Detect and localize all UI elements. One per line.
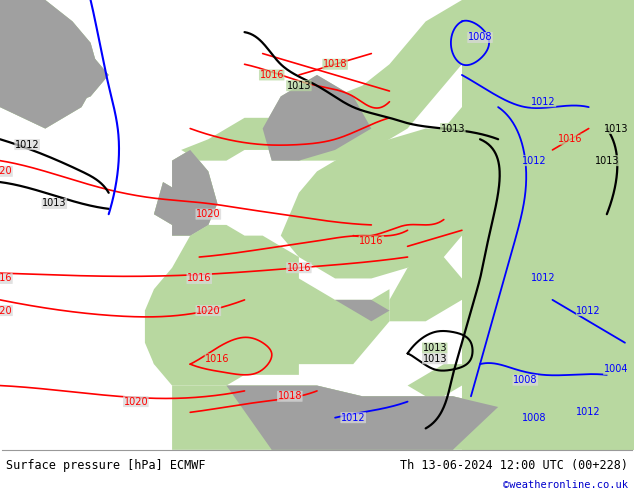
Text: Th 13-06-2024 12:00 UTC (00+228): Th 13-06-2024 12:00 UTC (00+228) <box>399 460 628 472</box>
Polygon shape <box>226 386 498 450</box>
Polygon shape <box>281 128 480 278</box>
Text: 1018: 1018 <box>323 59 347 69</box>
Polygon shape <box>181 0 480 161</box>
Text: Surface pressure [hPa] ECMWF: Surface pressure [hPa] ECMWF <box>6 460 206 472</box>
Polygon shape <box>262 75 372 161</box>
Text: 1016: 1016 <box>187 273 212 283</box>
Text: 1013: 1013 <box>287 81 311 91</box>
Polygon shape <box>462 0 634 214</box>
Text: 1016: 1016 <box>559 134 583 144</box>
Text: ©weatheronline.co.uk: ©weatheronline.co.uk <box>503 480 628 490</box>
Polygon shape <box>335 300 389 321</box>
Polygon shape <box>154 182 181 225</box>
Text: 1013: 1013 <box>595 156 619 166</box>
Text: 1012: 1012 <box>531 97 556 107</box>
Text: 1013: 1013 <box>422 343 447 353</box>
Polygon shape <box>262 75 372 161</box>
Polygon shape <box>0 0 100 128</box>
Polygon shape <box>425 97 498 172</box>
Polygon shape <box>281 300 389 343</box>
Polygon shape <box>335 300 389 321</box>
Text: 1016: 1016 <box>0 273 12 283</box>
Text: 1013: 1013 <box>422 354 447 364</box>
Polygon shape <box>172 150 217 236</box>
Polygon shape <box>172 150 217 236</box>
Polygon shape <box>154 182 181 225</box>
Polygon shape <box>462 214 634 450</box>
Text: 1020: 1020 <box>0 306 12 316</box>
Text: 1012: 1012 <box>15 140 39 149</box>
Text: 1004: 1004 <box>604 365 628 374</box>
Text: 1013: 1013 <box>604 123 628 133</box>
Polygon shape <box>9 53 108 107</box>
Polygon shape <box>145 225 389 375</box>
Polygon shape <box>172 386 634 450</box>
Text: 1018: 1018 <box>278 392 302 401</box>
Polygon shape <box>389 257 480 321</box>
Text: 1013: 1013 <box>441 123 465 133</box>
Polygon shape <box>172 150 217 236</box>
Text: 1008: 1008 <box>522 413 547 423</box>
Text: 1012: 1012 <box>522 156 547 166</box>
Polygon shape <box>9 53 108 107</box>
Polygon shape <box>145 300 262 386</box>
Polygon shape <box>9 53 108 107</box>
Polygon shape <box>408 364 480 396</box>
Polygon shape <box>0 0 100 128</box>
Polygon shape <box>226 386 498 450</box>
Text: 1012: 1012 <box>341 413 366 423</box>
Text: 1013: 1013 <box>42 198 67 208</box>
Text: 1012: 1012 <box>576 306 601 316</box>
Text: 1008: 1008 <box>513 375 538 385</box>
Text: 1020: 1020 <box>124 396 148 407</box>
Polygon shape <box>462 214 634 450</box>
Polygon shape <box>462 311 634 386</box>
Text: 1016: 1016 <box>259 70 284 80</box>
Text: 1016: 1016 <box>359 236 384 246</box>
Text: 1020: 1020 <box>0 167 12 176</box>
Text: 1012: 1012 <box>576 407 601 417</box>
Polygon shape <box>0 0 100 128</box>
Text: 1020: 1020 <box>196 209 221 219</box>
Text: 1020: 1020 <box>196 306 221 316</box>
Text: 1016: 1016 <box>205 354 230 364</box>
Text: 1012: 1012 <box>531 273 556 283</box>
Polygon shape <box>462 364 634 450</box>
Polygon shape <box>154 182 181 225</box>
Text: 1016: 1016 <box>287 263 311 273</box>
Text: 1008: 1008 <box>468 32 492 43</box>
